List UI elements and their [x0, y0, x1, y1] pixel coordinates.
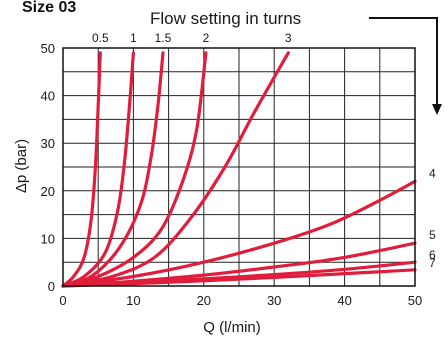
curve-label-7: 7 — [429, 256, 436, 270]
plot-frame — [62, 47, 416, 287]
chart-title: Size 03 — [22, 0, 76, 16]
curve-4 — [61, 179, 417, 288]
curve-label-1: 1 — [130, 31, 137, 45]
y-tick-label: 10 — [41, 231, 55, 246]
x-tick-label: 20 — [197, 293, 211, 308]
x-axis-title: Q (l/min) — [203, 319, 261, 336]
x-tick-label: 10 — [126, 293, 140, 308]
flow-setting-arrow-head — [432, 104, 442, 115]
chart-subtitle: Flow setting in turns — [150, 9, 301, 28]
curve-labels: 0.5 1 1.5 2 3 4 5 67 — [92, 31, 436, 270]
y-tick-label: 50 — [41, 41, 55, 56]
tick-labels: 0 10 20 30 40 50 0 10 20 30 40 50 — [41, 41, 423, 308]
x-tick-label: 50 — [408, 293, 422, 308]
y-tick-label: 30 — [41, 136, 55, 151]
curve-label-0-5: 0.5 — [92, 31, 109, 45]
curve-label-4: 4 — [429, 166, 436, 180]
y-tick-label: 20 — [41, 184, 55, 199]
flow-setting-arrow — [369, 17, 438, 106]
x-tick-label: 0 — [59, 293, 66, 308]
x-tick-label: 30 — [267, 293, 281, 308]
curve-label-2: 2 — [203, 31, 210, 45]
y-axis-title: Δp (bar) — [13, 139, 30, 193]
y-tick-label: 0 — [48, 279, 55, 294]
curve-label-1-5: 1.5 — [155, 31, 172, 45]
curves — [61, 51, 417, 288]
curve-7 — [61, 268, 417, 288]
curve-1-5 — [61, 51, 165, 288]
curve-3 — [61, 51, 290, 288]
curve-label-3: 3 — [285, 31, 292, 45]
y-tick-label: 40 — [41, 89, 55, 104]
curve-0-5 — [61, 51, 102, 288]
curve-label-6: 6 — [429, 248, 436, 262]
curve-2 — [61, 51, 208, 288]
curve-label-5: 5 — [429, 228, 436, 242]
x-tick-label: 40 — [337, 293, 351, 308]
curve-1 — [61, 51, 135, 288]
